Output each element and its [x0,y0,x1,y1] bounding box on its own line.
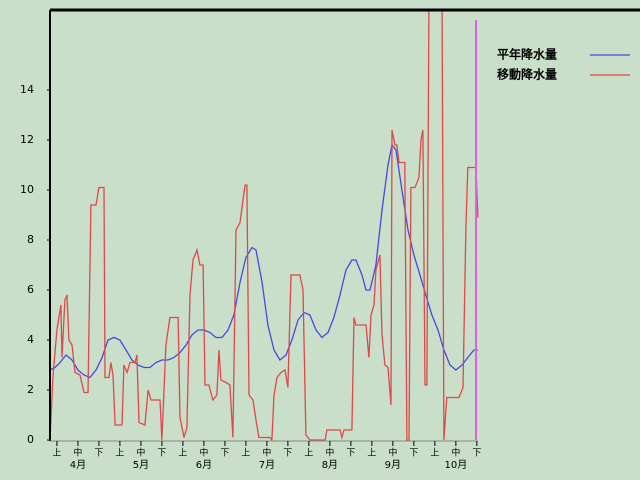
legend-label: 平年降水量 [497,47,557,62]
x-tick-label: 上 [241,448,250,459]
x-tick-label: 上 [52,448,61,459]
month-label: 5月 [133,459,149,471]
series-line [50,10,479,441]
x-tick-label: 下 [94,449,103,459]
y-tick-label: 6 [27,283,34,296]
x-tick-label: 上 [115,448,124,459]
y-tick-label: 0 [27,433,34,446]
x-tick-label: 中 [451,447,460,459]
y-tick-label: 10 [20,183,34,196]
x-tick-label: 下 [472,449,481,459]
x-tick-label: 上 [178,448,187,459]
x-tick-label: 中 [73,447,82,459]
x-tick-label: 中 [388,447,397,459]
month-label: 6月 [196,459,212,471]
x-tick-label: 中 [262,447,271,459]
x-tick-label: 中 [325,447,334,459]
x-tick-label: 上 [367,448,376,459]
month-label: 7月 [259,459,275,471]
x-tick-label: 下 [220,449,229,459]
month-label: 8月 [322,459,338,471]
x-tick-label: 中 [136,447,145,459]
y-tick-label: 4 [27,333,34,346]
x-tick-label: 下 [157,449,166,459]
y-tick-label: 2 [27,383,34,396]
y-tick-label: 14 [20,83,34,96]
plot-area [50,10,479,441]
month-label: 4月 [70,459,86,471]
x-tick-label: 上 [304,448,313,459]
x-tick-label: 下 [283,449,292,459]
x-tick-label: 中 [199,447,208,459]
legend-label: 移動降水量 [497,67,557,82]
month-label: 10月 [444,459,467,471]
x-tick-label: 上 [430,448,439,459]
x-tick-label: 下 [346,449,355,459]
y-tick-label: 8 [27,233,34,246]
series-line [50,143,478,379]
month-label: 9月 [385,459,401,471]
y-tick-label: 12 [20,133,34,146]
x-tick-label: 下 [409,449,418,459]
